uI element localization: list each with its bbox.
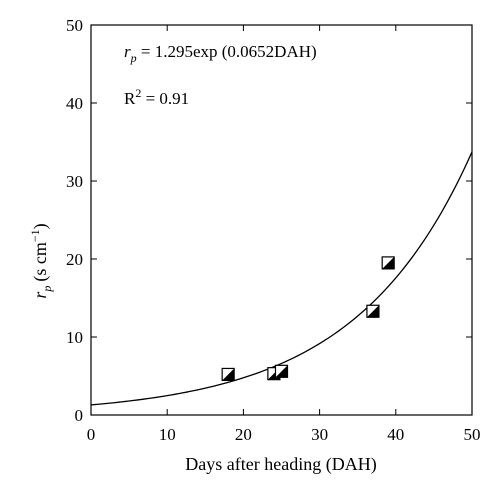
x-axis-title: Days after heading (DAH) xyxy=(185,454,376,475)
y-axis-unit-suffix: ) xyxy=(30,223,51,229)
equation-rhs: = 1.295exp (0.0652DAH) xyxy=(137,42,317,61)
data-point-fill xyxy=(222,368,235,381)
y-tick-label: 0 xyxy=(75,406,84,425)
r2-rhs: = 0.91 xyxy=(141,89,189,108)
plot-area-border xyxy=(90,24,473,416)
equation-annotation: rp = 1.295exp (0.0652DAH) xyxy=(124,42,317,65)
y-tick-label: 40 xyxy=(66,94,83,113)
r2-prefix: R xyxy=(124,89,136,108)
y-tick-label: 10 xyxy=(66,328,83,347)
data-point-fill xyxy=(382,256,395,269)
y-axis-subscript: p xyxy=(40,286,54,293)
x-tick-label: 40 xyxy=(387,425,404,444)
equation-symbol: r xyxy=(124,42,131,61)
y-axis-title: rp (s cm−1) xyxy=(28,223,54,298)
x-tick-label: 30 xyxy=(311,425,328,444)
data-point xyxy=(366,304,380,318)
y-axis-unit-prefix: (s cm xyxy=(30,242,51,282)
y-axis-unit-exponent: −1 xyxy=(28,229,42,242)
r-squared-annotation: R2 = 0.91 xyxy=(124,86,189,108)
x-axis-ticks: 0 10 20 30 40 50 xyxy=(87,25,481,444)
fit-curve xyxy=(90,151,473,406)
x-tick-label: 20 xyxy=(235,425,252,444)
data-point xyxy=(381,256,395,270)
y-tick-label: 20 xyxy=(66,250,83,269)
y-axis-ticks: 0 10 20 30 40 50 xyxy=(66,16,472,425)
data-point-fill xyxy=(366,305,379,318)
y-tick-label: 30 xyxy=(66,172,83,191)
x-tick-label: 0 xyxy=(87,425,96,444)
x-tick-label: 50 xyxy=(464,425,481,444)
plot-frame xyxy=(90,24,473,416)
r2-superscript: 2 xyxy=(135,86,141,100)
equation-subscript: p xyxy=(130,51,137,65)
x-tick-label: 10 xyxy=(159,425,176,444)
y-tick-label: 50 xyxy=(66,16,83,35)
data-points xyxy=(221,256,395,382)
y-axis-symbol: r xyxy=(30,291,50,299)
data-point xyxy=(221,367,235,382)
data-point xyxy=(274,364,289,378)
data-point-fill xyxy=(275,365,288,378)
